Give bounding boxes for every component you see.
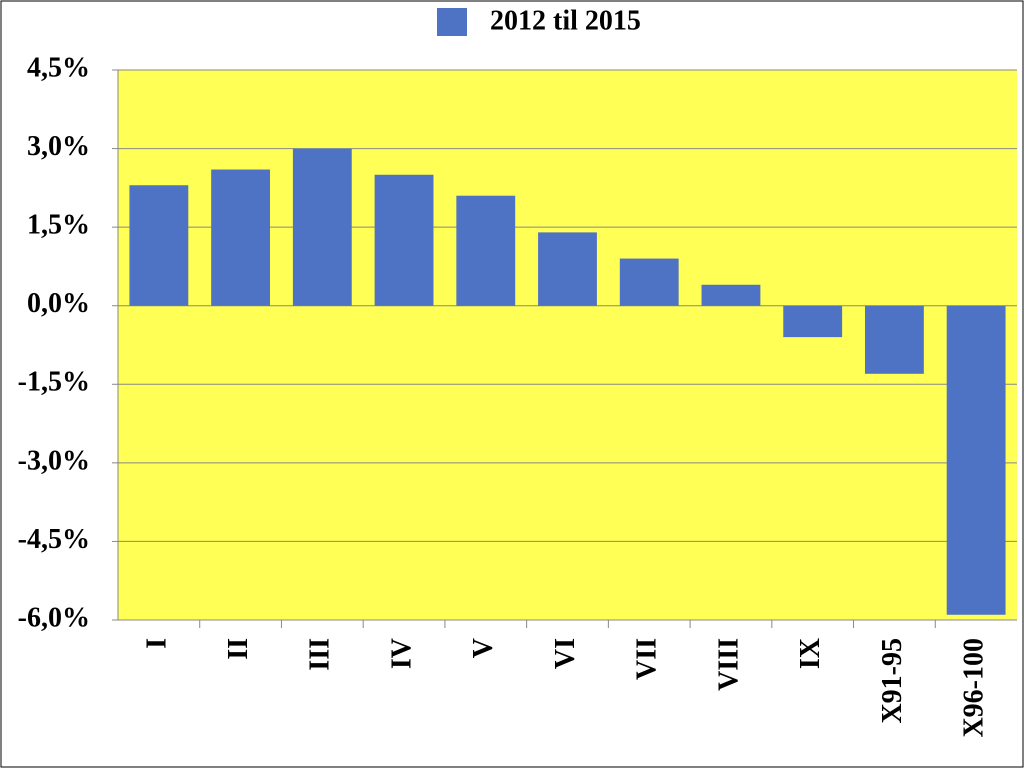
y-tick-label: -1,5% (18, 367, 90, 398)
x-tick-label: IV (386, 638, 417, 669)
legend-label: 2012 til 2015 (490, 5, 641, 36)
bar (211, 169, 271, 306)
x-tick-label: VII (632, 638, 663, 680)
x-tick-label: X96-100 (959, 638, 990, 738)
x-tick-label: III (305, 638, 336, 671)
y-tick-label: 3,0% (27, 131, 90, 162)
legend-swatch (437, 8, 467, 36)
bar (456, 195, 516, 306)
x-tick-label: VIII (713, 638, 744, 691)
bar (292, 148, 352, 306)
bar (374, 174, 434, 306)
x-tick-label: V (468, 638, 499, 658)
bar (864, 305, 924, 374)
bar (783, 305, 843, 338)
y-tick-label: -6,0% (18, 602, 90, 633)
x-tick-label: IX (795, 638, 826, 669)
y-tick-label: -3,0% (18, 445, 90, 476)
y-tick-label: 1,5% (27, 210, 90, 241)
bar (538, 232, 597, 306)
y-tick-label: 4,5% (27, 52, 90, 83)
bar (701, 284, 761, 306)
x-tick-label: II (223, 638, 254, 660)
x-tick-label: I (141, 638, 172, 649)
y-tick-label: 0,0% (27, 288, 90, 319)
x-tick-label: X91-95 (877, 638, 908, 724)
bar (619, 258, 679, 306)
x-tick-label: VI (550, 638, 581, 669)
y-tick-label: -4,5% (18, 524, 90, 555)
bar (946, 305, 1006, 615)
bar (129, 185, 189, 306)
